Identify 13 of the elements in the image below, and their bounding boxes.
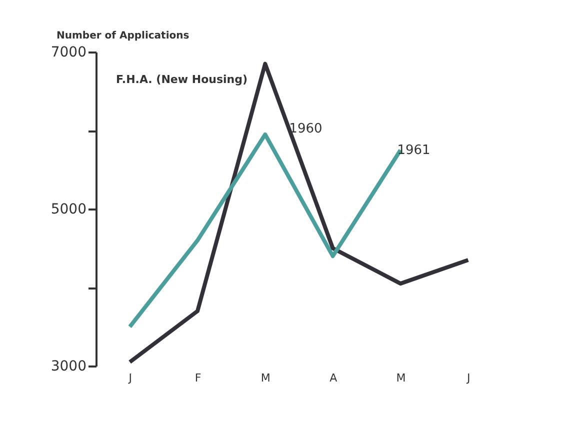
annotation: F.H.A. (New Housing)	[116, 73, 248, 86]
y-tick-label: 7000	[50, 44, 86, 60]
x-tick-label: M	[396, 372, 406, 384]
series-label: 1961	[397, 143, 430, 158]
x-tick-label: A	[330, 372, 338, 384]
series-label: 1960	[289, 121, 322, 136]
y-tick-label: 3000	[50, 358, 86, 374]
x-tick-label: J	[466, 372, 470, 384]
x-tick-label: F	[194, 372, 202, 384]
x-tick-label: M	[260, 372, 270, 384]
x-tick-label: J	[128, 372, 132, 384]
y-tick-label: 5000	[50, 202, 86, 218]
y-axis-title: Number of Applications	[56, 30, 190, 42]
